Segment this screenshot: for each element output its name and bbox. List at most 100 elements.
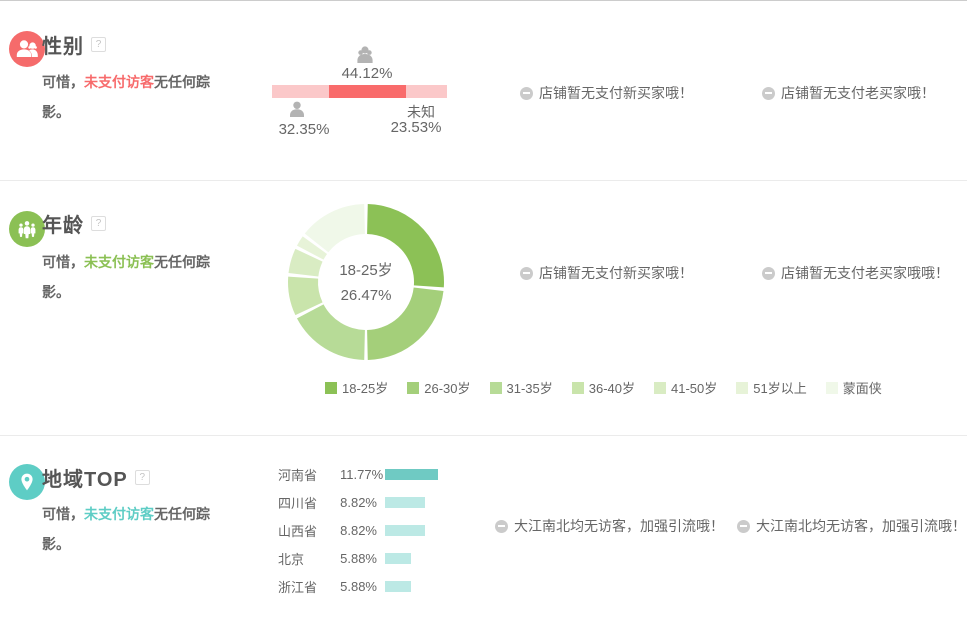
section-title: 性别	[42, 36, 84, 58]
status-message: 店铺暂无支付老买家哦哦！	[762, 263, 949, 283]
status-message-text: 大江南北均无访客，加强引流哦！	[514, 518, 724, 534]
legend-label: 26-30岁	[424, 381, 471, 396]
desc-highlight: 未支付访客	[84, 254, 154, 270]
legend-label: 蒙面侠	[842, 381, 882, 396]
region-value: 8.82%	[340, 522, 377, 538]
legend-label: 41-50岁	[671, 381, 718, 396]
legend-item[interactable]: 36-40岁	[571, 378, 635, 397]
age-donut-slice[interactable]	[367, 204, 444, 288]
legend-swatch	[489, 381, 502, 394]
status-message: 店铺暂无支付老买家哦！	[762, 83, 935, 103]
female-icon	[354, 45, 376, 68]
gender-unknown-value: 23.53%	[390, 119, 442, 136]
gender-section-icon	[9, 31, 45, 67]
region-section-icon	[9, 464, 45, 500]
status-message-text: 店铺暂无支付老买家哦哦！	[781, 265, 949, 281]
male-icon	[287, 101, 307, 122]
legend-swatch	[325, 381, 337, 394]
status-message-text: 店铺暂无支付新买家哦！	[539, 85, 693, 101]
section-title: 年龄	[42, 215, 84, 237]
region-label: 四川省	[278, 495, 318, 511]
minus-circle-icon	[520, 266, 533, 280]
age-legend: 18-25岁 26-30岁 31-35岁 36-40岁 41-50岁 51岁以上 蒙面侠	[325, 378, 882, 397]
region-label: 河南省	[278, 467, 318, 483]
gender-bar-segment-male[interactable]	[272, 85, 329, 98]
age-donut-slice[interactable]	[288, 248, 323, 277]
desc-highlight: 未支付访客	[84, 74, 154, 90]
region-bar[interactable]	[385, 552, 412, 564]
section-age: 年龄 ? 可惜，未支付访客无任何踪影。 18-25岁 26.47% 店铺暂无支付…	[0, 181, 967, 436]
donut-center-label: 18-25岁	[339, 262, 393, 279]
age-donut-slice[interactable]	[304, 204, 365, 253]
minus-circle-icon	[737, 519, 750, 533]
region-label: 山西省	[278, 523, 318, 539]
region-row: 浙江省 5.88%	[278, 572, 438, 600]
gender-male-value: 32.35%	[278, 121, 330, 138]
two-people-icon	[16, 40, 38, 57]
desc-suffix: 无任何踪影。	[42, 254, 210, 300]
section-description: 可惜，未支付访客无任何踪影。	[42, 67, 222, 127]
legend-swatch	[407, 381, 420, 394]
minus-circle-icon	[762, 266, 775, 280]
family-icon	[18, 221, 36, 239]
region-value: 5.88%	[340, 578, 377, 594]
section-description: 可惜，未支付访客无任何踪影。	[42, 499, 222, 559]
region-bar[interactable]	[385, 468, 438, 480]
region-row: 山西省 8.82%	[278, 516, 438, 544]
legend-swatch	[825, 381, 838, 394]
status-message-text: 店铺暂无支付老买家哦！	[781, 85, 935, 101]
status-message: 大江南北均无访客，加强引流哦！	[737, 516, 966, 536]
status-message: 店铺暂无支付新买家哦！	[520, 83, 693, 103]
status-message: 大江南北均无访客，加强引流哦！	[495, 516, 724, 536]
region-bar[interactable]	[385, 580, 412, 592]
legend-item[interactable]: 51岁以上	[736, 378, 807, 397]
help-icon[interactable]: ?	[91, 216, 106, 231]
legend-item[interactable]: 26-30岁	[407, 378, 471, 397]
region-label: 浙江省	[278, 579, 318, 595]
legend-swatch	[654, 381, 666, 394]
age-donut-slice[interactable]	[367, 287, 444, 360]
gender-bar-segment-unknown[interactable]	[405, 85, 447, 98]
desc-prefix: 可惜，	[42, 254, 84, 270]
age-donut-slice[interactable]	[296, 236, 328, 260]
donut-center-value: 26.47%	[340, 287, 392, 304]
section-gender: 性别 ? 可惜，未支付访客无任何踪影。 44.12%	[0, 1, 967, 181]
minus-circle-icon	[762, 86, 775, 100]
status-message: 店铺暂无支付新买家哦！	[520, 263, 693, 283]
legend-label: 31-35岁	[506, 381, 553, 396]
legend-label: 51岁以上	[753, 381, 807, 396]
age-section-icon	[9, 211, 45, 247]
age-donut-svg	[288, 204, 444, 360]
age-donut-slice[interactable]	[288, 276, 323, 316]
region-value: 8.82%	[340, 494, 377, 510]
section-region: 地域TOP ? 可惜，未支付访客无任何踪影。 河南省 11.77% 四川省 8.82%…	[0, 436, 967, 632]
gender-female-value: 44.12%	[341, 65, 393, 82]
region-row: 四川省 8.82%	[278, 488, 438, 516]
minus-circle-icon	[520, 86, 533, 100]
section-description: 可惜，未支付访客无任何踪影。	[42, 247, 222, 307]
help-icon[interactable]: ?	[134, 470, 150, 485]
gender-unknown-label: 未知	[407, 104, 435, 120]
region-label: 北京	[278, 551, 305, 567]
status-message-text: 大江南北均无访客，加强引流哦！	[756, 518, 966, 534]
minus-circle-icon	[495, 519, 508, 533]
legend-swatch	[736, 381, 749, 394]
help-icon[interactable]: ?	[91, 37, 106, 52]
legend-item[interactable]: 31-35岁	[489, 378, 553, 397]
legend-item[interactable]: 18-25岁	[325, 378, 388, 397]
desc-suffix: 无任何踪影。	[42, 74, 210, 120]
desc-prefix: 可惜，	[42, 506, 84, 522]
desc-suffix: 无任何踪影。	[42, 506, 210, 552]
legend-item[interactable]: 41-50岁	[654, 378, 717, 397]
region-bar[interactable]	[385, 524, 425, 536]
gender-bar-segment-female[interactable]	[328, 85, 406, 98]
legend-item[interactable]: 蒙面侠	[825, 378, 882, 397]
region-value: 11.77%	[340, 466, 384, 482]
region-rows: 河南省 11.77% 四川省 8.82% 山西省 8.82% 北京 5.88% 浙江省 5.88%	[278, 460, 438, 600]
region-bar[interactable]	[385, 496, 425, 508]
desc-highlight: 未支付访客	[84, 506, 154, 522]
location-pin-icon	[21, 473, 33, 491]
age-donut-slice[interactable]	[296, 304, 365, 360]
section-title: 地域TOP	[42, 469, 128, 491]
